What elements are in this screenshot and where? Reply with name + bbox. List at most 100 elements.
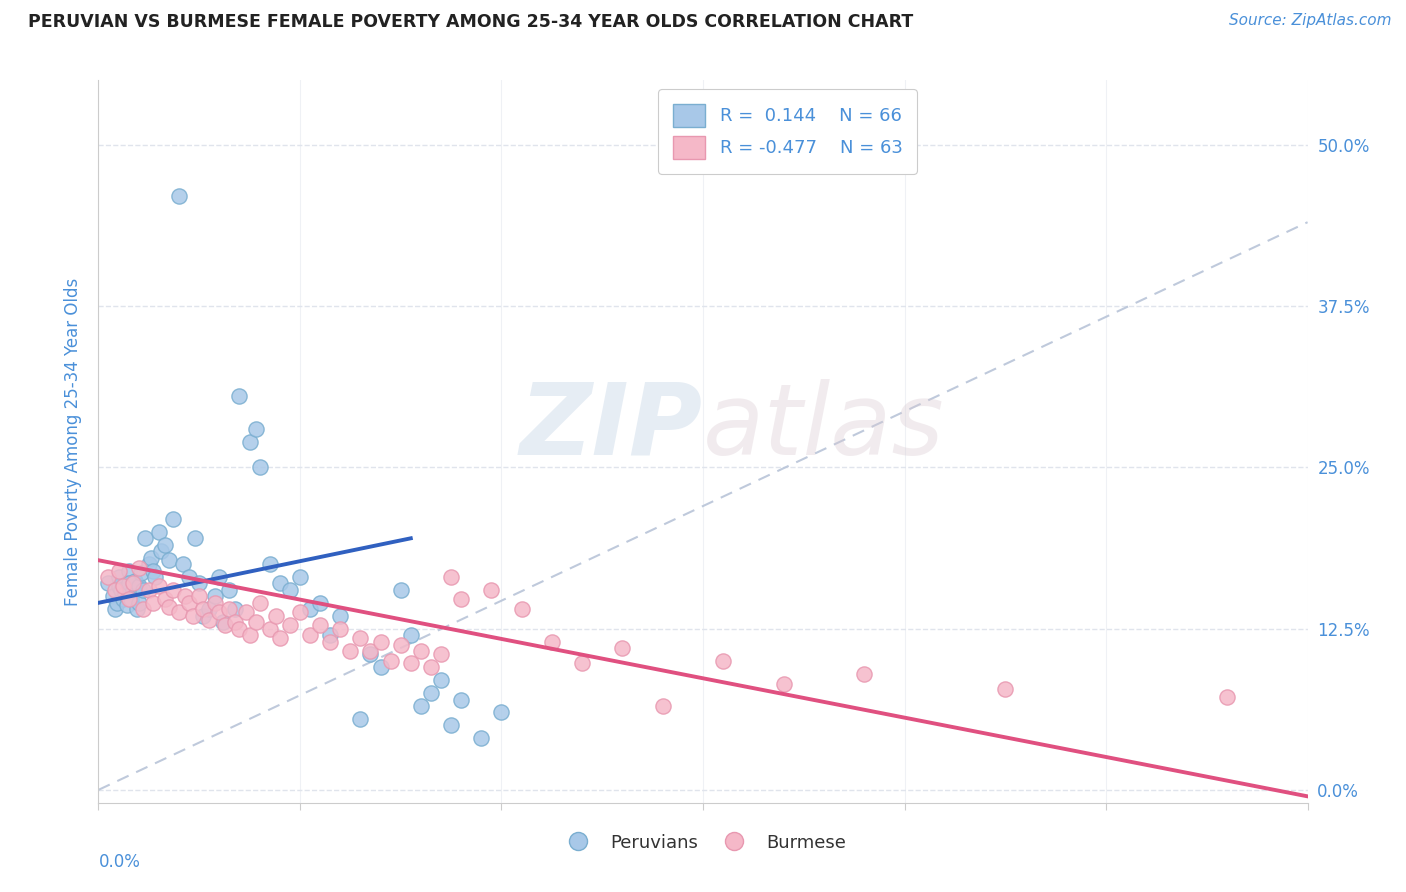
Legend: Peruvians, Burmese: Peruvians, Burmese: [553, 826, 853, 859]
Point: [228, 389, 250, 403]
Point: [370, 634, 392, 648]
Point: [128, 561, 150, 575]
Point: [349, 712, 371, 726]
Point: [389, 639, 412, 653]
Point: [193, 602, 215, 616]
Point: [162, 582, 184, 597]
Point: [138, 582, 160, 597]
Point: [440, 718, 463, 732]
Point: [470, 731, 492, 746]
Point: [329, 608, 352, 623]
Point: [204, 590, 226, 604]
Point: [228, 622, 250, 636]
Point: [278, 617, 301, 632]
Point: [288, 570, 311, 584]
Point: [198, 602, 221, 616]
Point: [409, 699, 432, 714]
Point: [208, 605, 231, 619]
Point: [481, 582, 503, 597]
Point: [853, 666, 876, 681]
Point: [97, 576, 120, 591]
Point: [218, 582, 240, 597]
Point: [420, 686, 443, 700]
Point: [110, 582, 132, 597]
Point: [97, 570, 120, 584]
Point: [450, 692, 472, 706]
Point: [125, 602, 148, 616]
Point: [239, 434, 262, 449]
Point: [224, 615, 246, 630]
Point: [214, 617, 236, 632]
Point: [389, 582, 412, 597]
Point: [115, 599, 138, 613]
Point: [218, 602, 240, 616]
Point: [420, 660, 443, 674]
Point: [162, 512, 184, 526]
Text: Source: ZipAtlas.com: Source: ZipAtlas.com: [1229, 13, 1392, 29]
Point: [157, 553, 180, 567]
Point: [167, 189, 190, 203]
Point: [329, 622, 352, 636]
Point: [491, 706, 513, 720]
Point: [299, 602, 322, 616]
Point: [118, 564, 141, 578]
Text: PERUVIAN VS BURMESE FEMALE POVERTY AMONG 25-34 YEAR OLDS CORRELATION CHART: PERUVIAN VS BURMESE FEMALE POVERTY AMONG…: [28, 13, 914, 31]
Point: [235, 605, 257, 619]
Point: [450, 591, 472, 606]
Point: [245, 615, 267, 630]
Y-axis label: Female Poverty Among 25-34 Year Olds: Female Poverty Among 25-34 Year Olds: [63, 277, 82, 606]
Point: [430, 648, 453, 662]
Point: [264, 608, 287, 623]
Point: [105, 596, 128, 610]
Point: [249, 596, 271, 610]
Point: [540, 634, 562, 648]
Point: [103, 582, 125, 597]
Point: [259, 557, 281, 571]
Point: [114, 587, 136, 601]
Point: [651, 699, 673, 714]
Point: [299, 628, 322, 642]
Point: [339, 643, 361, 657]
Point: [107, 570, 129, 584]
Point: [309, 617, 332, 632]
Point: [101, 590, 124, 604]
Point: [121, 582, 143, 597]
Point: [111, 579, 134, 593]
Point: [153, 591, 176, 606]
Point: [148, 579, 170, 593]
Point: [249, 460, 271, 475]
Point: [142, 564, 165, 578]
Point: [224, 602, 246, 616]
Point: [157, 599, 180, 614]
Point: [319, 634, 342, 648]
Point: [198, 613, 221, 627]
Point: [148, 524, 170, 539]
Point: [138, 557, 160, 571]
Point: [167, 605, 190, 619]
Point: [149, 544, 172, 558]
Point: [772, 677, 794, 691]
Point: [184, 531, 207, 545]
Point: [370, 660, 392, 674]
Point: [994, 682, 1017, 697]
Point: [193, 608, 215, 623]
Point: [143, 570, 166, 584]
Point: [430, 673, 453, 688]
Point: [278, 582, 301, 597]
Point: [380, 654, 402, 668]
Point: [288, 605, 311, 619]
Point: [134, 531, 156, 545]
Point: [121, 576, 143, 591]
Point: [111, 591, 134, 606]
Point: [103, 602, 125, 616]
Point: [179, 596, 201, 610]
Point: [245, 422, 267, 436]
Point: [309, 596, 332, 610]
Point: [188, 576, 211, 591]
Point: [128, 596, 150, 610]
Point: [711, 654, 734, 668]
Point: [399, 657, 422, 671]
Point: [259, 622, 281, 636]
Point: [179, 570, 201, 584]
Point: [153, 538, 176, 552]
